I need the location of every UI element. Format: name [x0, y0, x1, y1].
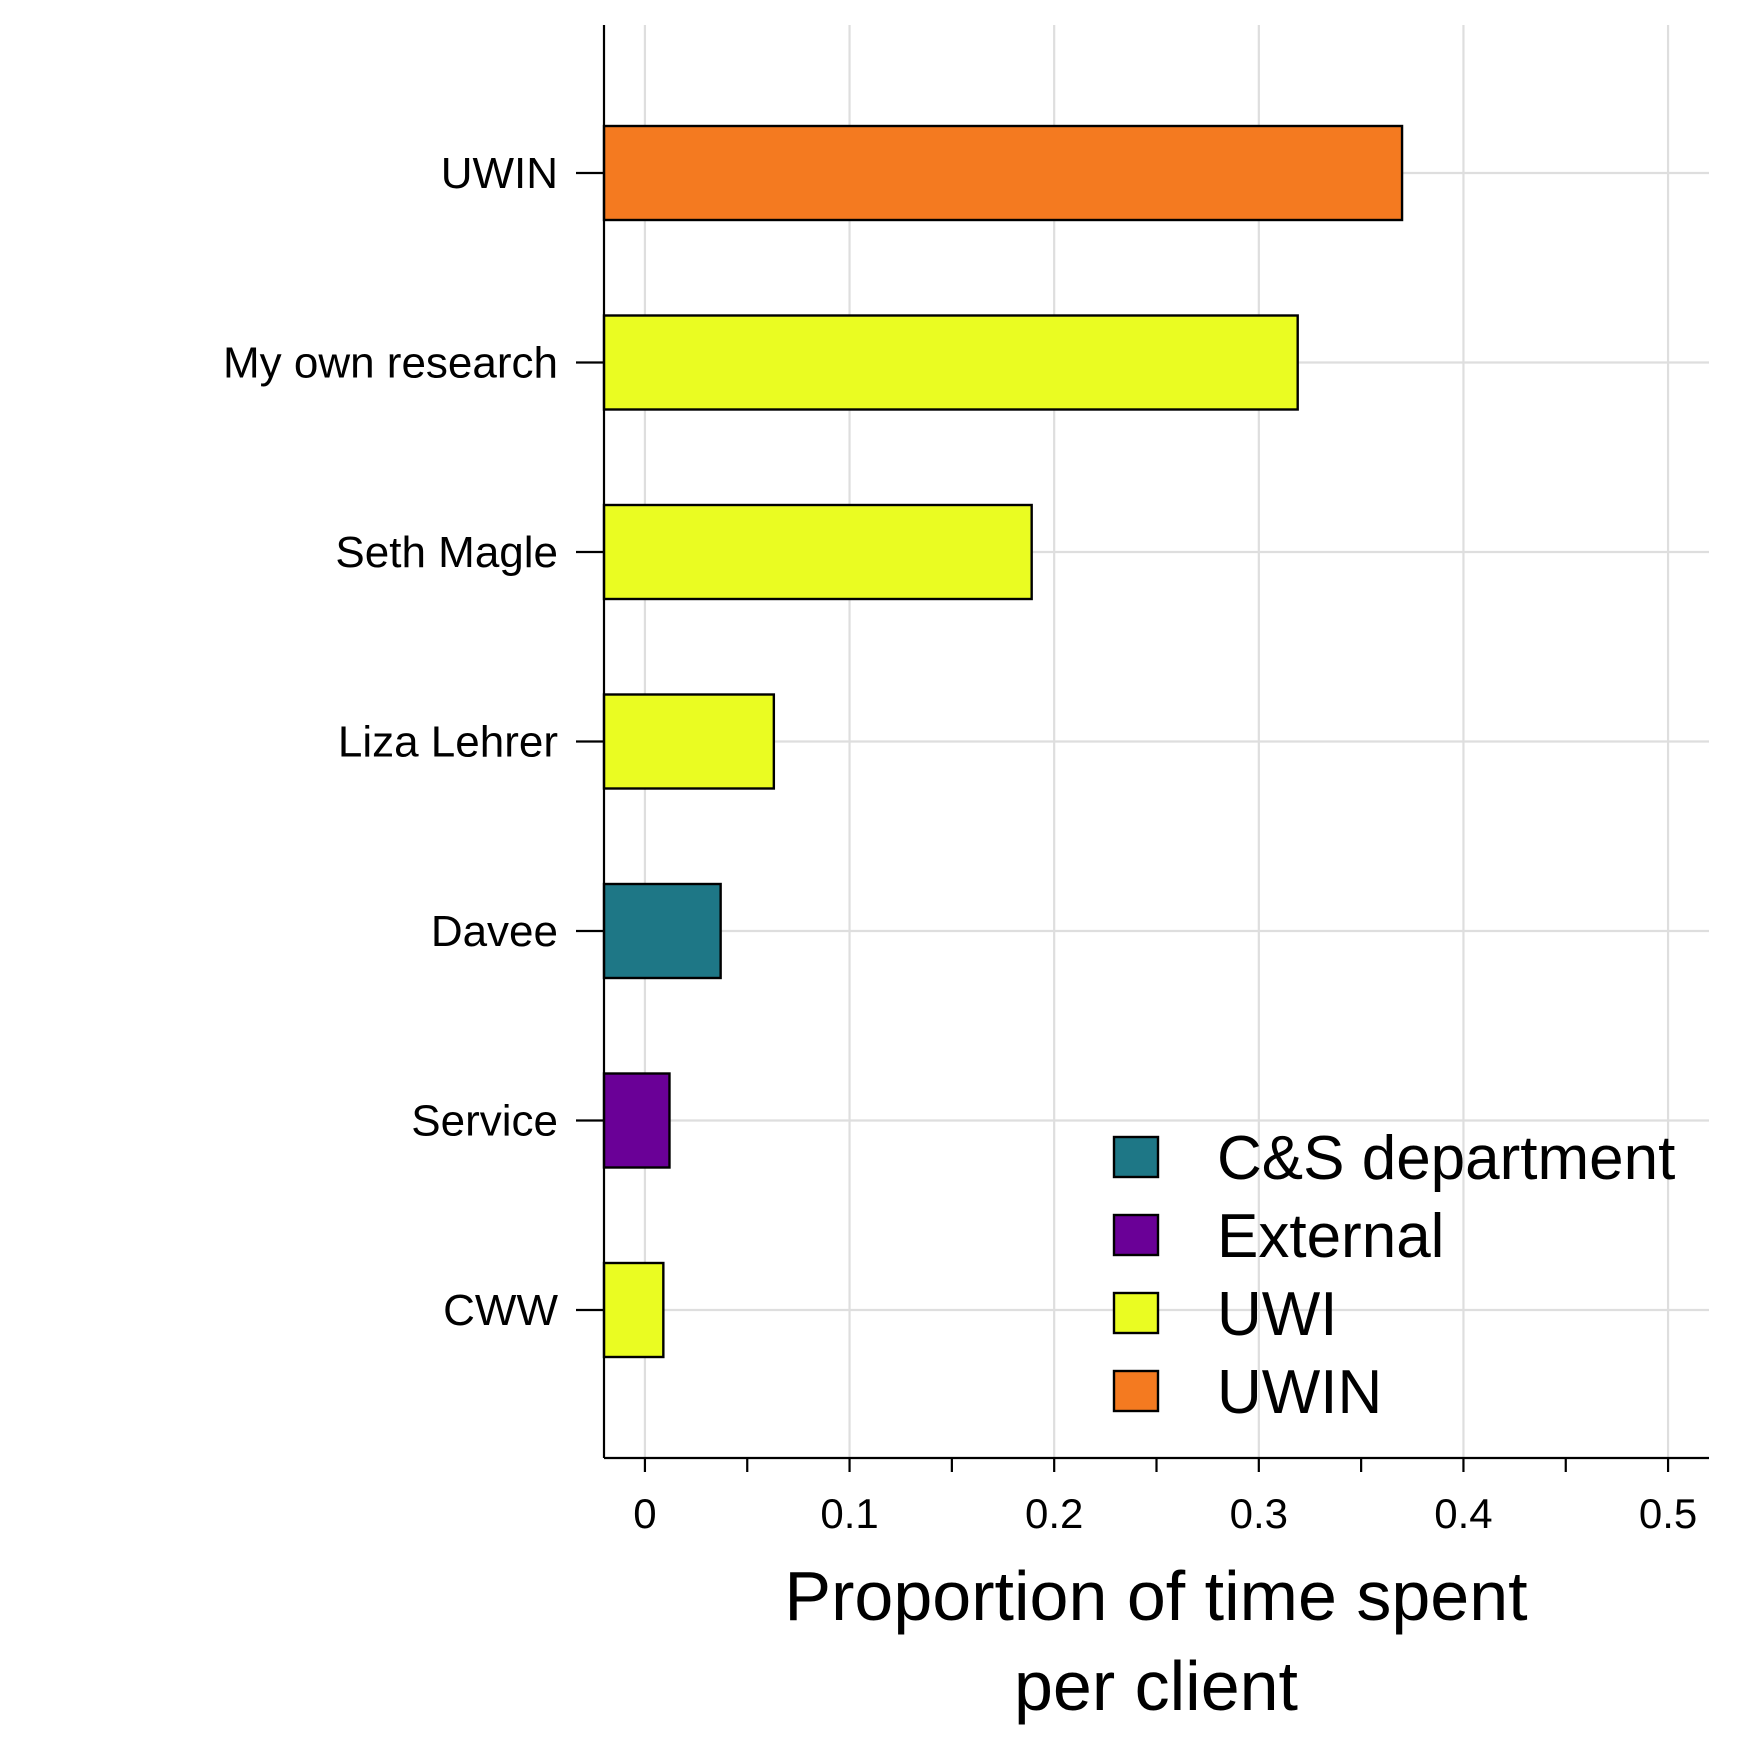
category-label: Seth Magle — [335, 528, 558, 577]
bar — [602, 124, 1404, 222]
bar — [602, 1072, 671, 1169]
x-tick-label: 0.1 — [820, 1490, 878, 1537]
legend-label: UWI — [1217, 1280, 1338, 1349]
bar — [602, 314, 1299, 411]
bar — [602, 1261, 665, 1359]
legend-label: UWIN — [1217, 1358, 1382, 1427]
legend-swatch — [1112, 1213, 1160, 1257]
category-label: CWW — [443, 1286, 558, 1335]
x-axis-title-line-2: per client — [1014, 1647, 1298, 1725]
bar-layer — [602, 124, 1404, 1359]
bar — [602, 882, 722, 980]
category-label: Liza Lehrer — [338, 718, 558, 767]
x-tick-label: 0.2 — [1025, 1490, 1083, 1537]
legend-swatch — [1112, 1135, 1160, 1179]
legend: C&S department External UWI UWIN — [1112, 1124, 1675, 1427]
category-label: Davee — [431, 907, 558, 956]
bar — [602, 693, 776, 790]
x-axis-title-line-1: Proportion of time spent — [784, 1557, 1527, 1635]
legend-label: C&S department — [1217, 1124, 1675, 1193]
axis-layer — [576, 25, 1709, 1472]
bar — [602, 503, 1033, 601]
x-tick-label: 0 — [633, 1490, 656, 1537]
category-label: UWIN — [441, 149, 558, 198]
legend-label: External — [1217, 1202, 1444, 1271]
category-label: My own research — [223, 339, 558, 388]
label-layer: 0 0.1 0.2 0.3 0.4 0.5 UWIN My own research Seth … — [223, 149, 1697, 1537]
legend-swatch — [1112, 1369, 1160, 1413]
x-tick-label: 0.3 — [1230, 1490, 1288, 1537]
legend-swatch — [1112, 1291, 1160, 1335]
category-label: Service — [411, 1097, 558, 1146]
x-tick-label: 0.5 — [1639, 1490, 1697, 1537]
x-tick-label: 0.4 — [1434, 1490, 1492, 1537]
